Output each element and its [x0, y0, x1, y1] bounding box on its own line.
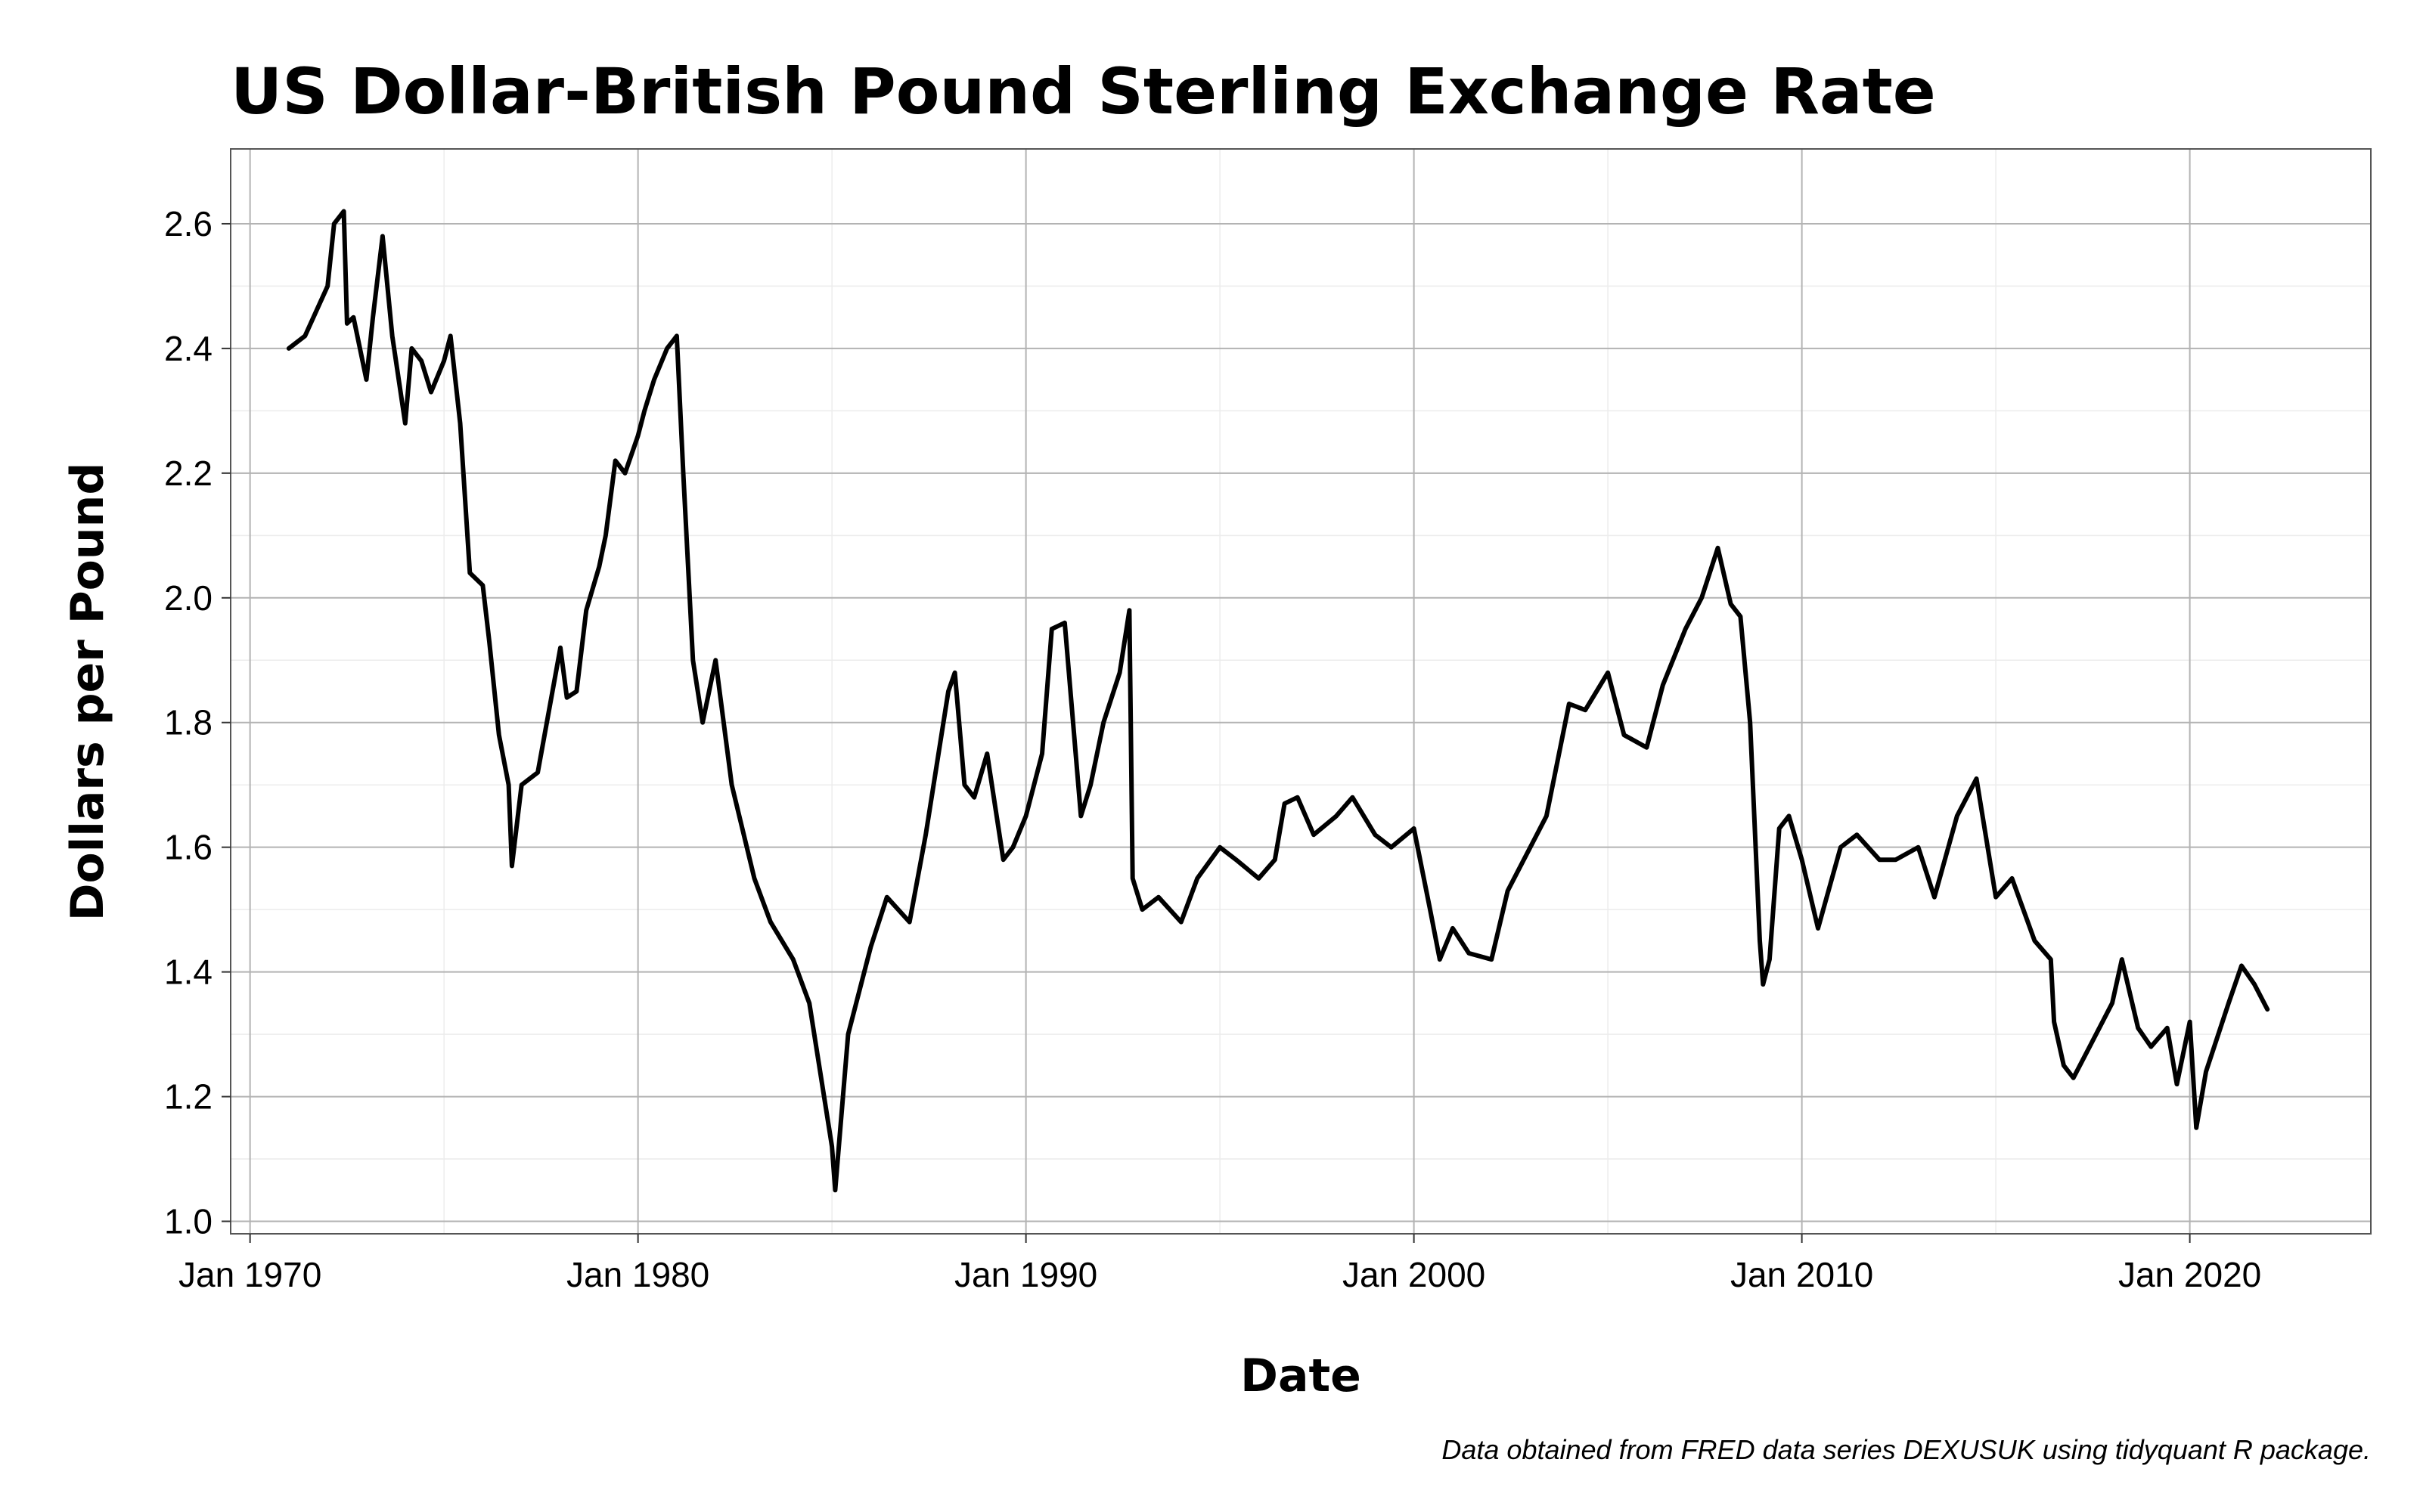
y-tick-label: 1.8	[164, 703, 213, 742]
y-tick-label: 2.4	[164, 329, 213, 368]
grid	[231, 149, 2371, 1234]
chart-title: US Dollar-British Pound Sterling Exchang…	[231, 54, 1936, 129]
x-tick-label: Jan 2020	[2118, 1255, 2261, 1294]
x-tick-label: Jan 1980	[566, 1255, 709, 1294]
y-tick-label: 2.2	[164, 454, 213, 493]
y-tick-label: 1.4	[164, 953, 213, 992]
x-tick-label: Jan 1990	[954, 1255, 1097, 1294]
y-tick-label: 1.0	[164, 1202, 213, 1241]
chart-caption: Data obtained from FRED data series DEXU…	[1441, 1434, 2371, 1465]
x-axis-title: Date	[1240, 1349, 1361, 1402]
y-tick-label: 2.6	[164, 204, 213, 243]
x-tick-label: Jan 2000	[1342, 1255, 1485, 1294]
x-tick-label: Jan 1970	[178, 1255, 321, 1294]
x-axis: Jan 1970 Jan 1980 Jan 1990 Jan 2000 Jan 2010…	[178, 1234, 2261, 1294]
y-tick-label: 2.0	[164, 578, 213, 618]
plot-panel-border	[230, 148, 2372, 1235]
y-tick-label: 1.6	[164, 828, 213, 867]
series-line	[286, 209, 2270, 1193]
x-tick-label: Jan 2010	[1730, 1255, 1873, 1294]
y-axis: 1.0 1.2 1.4 1.6 1.8 2.0 2.2 2.4 2.6	[164, 204, 231, 1241]
y-tick-label: 1.2	[164, 1077, 213, 1117]
y-axis-title: Dollars per Pound	[61, 463, 114, 922]
